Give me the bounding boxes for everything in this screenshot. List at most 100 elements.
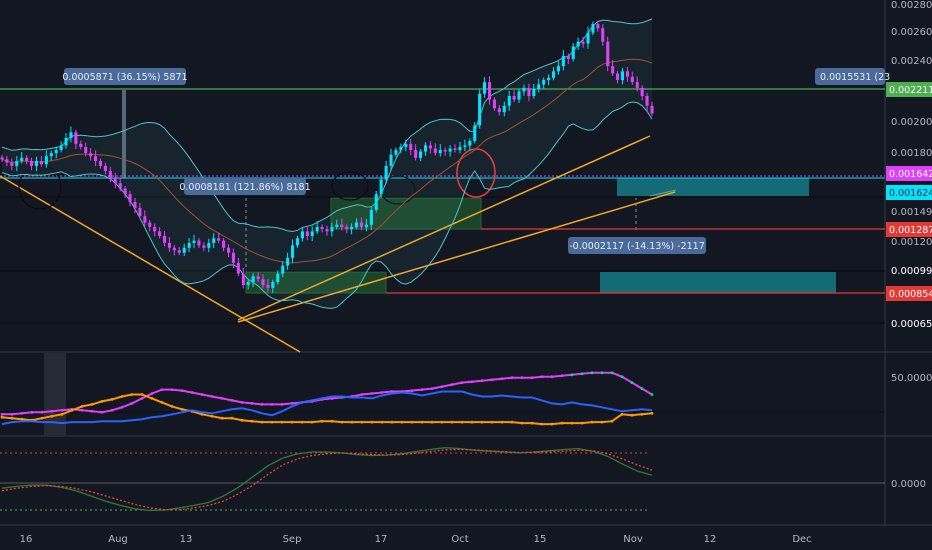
candle-body (84, 146, 88, 153)
indicator1-point (130, 393, 134, 396)
indicator1-point (620, 412, 624, 416)
indicator1-point (80, 405, 84, 408)
candle-body (113, 177, 117, 184)
candle-body (359, 222, 363, 227)
candle-body (458, 146, 462, 150)
indicator1-point (560, 374, 564, 378)
candle-body (192, 240, 196, 243)
indicator1-point (480, 379, 484, 383)
indicator1-point (390, 390, 394, 393)
candle-body (611, 66, 615, 74)
indicator1-point (360, 393, 364, 396)
indicator1-point (570, 373, 574, 377)
indicator1-point (110, 408, 114, 412)
indicator2-line (1, 447, 653, 512)
candle-body (118, 183, 122, 189)
measure-labels: 0.0005871 (36.15%) 5871 0.0008181 (121.8… (62, 68, 890, 254)
indicator-pane-2[interactable]: 0.0000 (0, 447, 926, 512)
candle-body (522, 87, 526, 92)
indicator1-point (150, 397, 154, 400)
time-tick: Sep (283, 534, 302, 545)
indicator1-point (530, 376, 534, 380)
indicator1-point (240, 401, 244, 404)
candle-body (635, 82, 639, 88)
indicator1-point (90, 403, 94, 406)
candle-body (69, 132, 73, 138)
pane-frames (0, 0, 932, 526)
candle-body (94, 156, 98, 161)
indicator1-point (260, 403, 264, 406)
candle-body (143, 216, 147, 223)
price-badge-cyan: 0.0016241 (889, 188, 932, 199)
candle-body (601, 28, 605, 42)
indicator1-point (630, 381, 634, 384)
candle-body (320, 226, 324, 230)
measure-label-3-bg (815, 68, 885, 85)
uptrend-line-shallow[interactable] (237, 191, 676, 323)
indicator1-line (2, 371, 653, 416)
candle-body (591, 24, 595, 33)
bollinger-basis (1, 58, 653, 264)
time-axis[interactable]: 16 Aug 13 Sep 17 Oct 15 Nov 12 Dec (20, 534, 812, 545)
candle-body (202, 245, 206, 248)
indicator1-point (500, 420, 504, 424)
indicator1-point (0, 415, 4, 419)
indicator-pane-1[interactable]: 50.0000 (0, 353, 932, 435)
price-axis[interactable]: 0.0028000 0.0026000 0.0024000 0.0020000 … (886, 0, 932, 330)
candle-body (231, 252, 235, 263)
indicator1-point (160, 401, 164, 404)
candle-body (241, 273, 245, 285)
candle-body (148, 222, 152, 227)
candle-body (364, 224, 368, 227)
indicator1-point (400, 420, 404, 424)
candle-body (355, 222, 359, 227)
candle-body (246, 282, 250, 285)
price-tick: 0.0024000 (891, 56, 932, 67)
indicator1-point (340, 420, 344, 424)
candle-body (64, 138, 68, 146)
candle-body (502, 105, 506, 113)
candle-body (566, 56, 570, 59)
candle-body (350, 226, 354, 230)
teal-zone-upper[interactable] (617, 178, 809, 196)
candle-body (532, 89, 536, 96)
indicator1-point (270, 403, 274, 406)
indicator1-point (640, 412, 644, 416)
candle-body (586, 32, 590, 44)
indicator1-point (30, 410, 34, 414)
candle-body (207, 243, 211, 248)
indicator1-point (510, 420, 514, 424)
time-tick: 13 (180, 534, 193, 545)
downtrend-line[interactable] (0, 175, 301, 353)
measure-label-1: 0.0005871 (36.15%) 5871 (62, 72, 187, 83)
teal-zone-lower[interactable] (600, 272, 836, 293)
circle-marker-1[interactable] (18, 164, 62, 210)
candle-body (507, 96, 511, 106)
candle-body (443, 150, 447, 152)
indicator1-point (120, 405, 124, 409)
candle-body (315, 226, 319, 232)
indicator1-point (590, 420, 594, 424)
indicator1-point (350, 420, 354, 424)
candle-body (374, 194, 378, 210)
price-badge-magenta-bg (886, 166, 932, 181)
candle-body (542, 80, 546, 85)
candle-body (123, 188, 127, 195)
indicator1-point (50, 414, 54, 418)
candle-body (103, 165, 107, 171)
uptrend-line-steep[interactable] (237, 135, 651, 321)
candle-body (251, 276, 255, 283)
candle-body (261, 279, 265, 285)
time-tick: 15 (534, 534, 547, 545)
measure-label-3: 0.0015531 (23 (820, 72, 890, 83)
indicator1-point (410, 389, 414, 392)
circle-marker-2[interactable] (331, 171, 369, 201)
price-badge-magenta: 0.0016425 (889, 169, 932, 180)
candle-body (453, 148, 457, 150)
indicator1-point (440, 420, 444, 424)
time-tick: 17 (375, 534, 388, 545)
candle-body (561, 56, 565, 67)
candle-body (25, 157, 29, 161)
indicator1-point (210, 414, 214, 418)
